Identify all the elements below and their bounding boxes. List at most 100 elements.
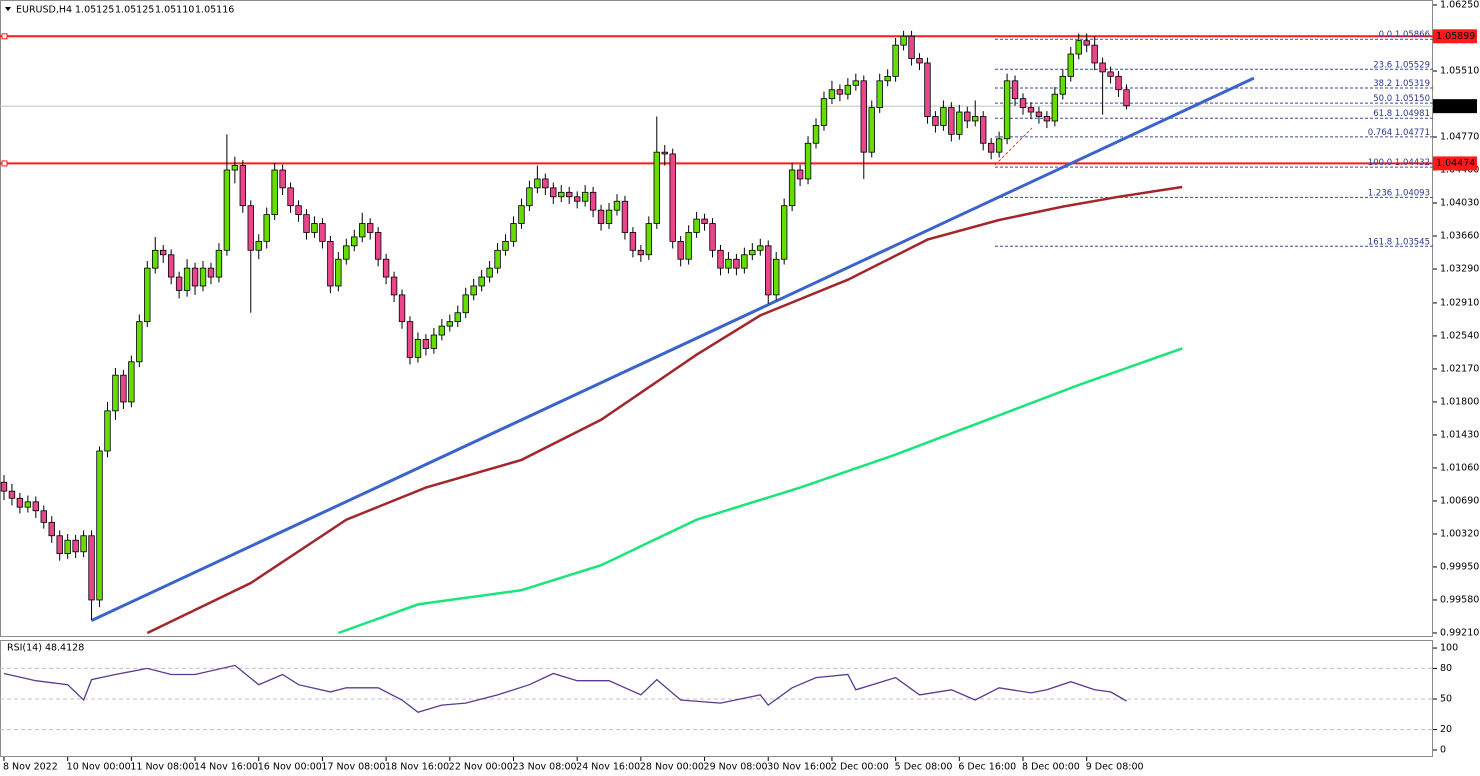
candle-body [303,214,310,233]
quote-value: 1.05125 [115,5,154,16]
candle-body [828,89,836,100]
candle-body [382,258,390,278]
rsi-tick-label: 20 [1440,724,1452,735]
candle-body [446,321,454,327]
candle-body [852,80,860,86]
candle-body [247,205,254,251]
candle-body [120,374,127,403]
candle-body [128,361,135,403]
candle-body [454,312,461,323]
candle-body [462,294,469,314]
candle-body [263,214,270,242]
candle-body [693,218,700,233]
candle-body [987,142,995,153]
candle-body [72,539,79,553]
x-tick-label: 30 Nov 16:00 [767,762,831,773]
candle-body [359,223,366,238]
candle-body [1011,80,1019,100]
fib-label: 50.0 1.05150 [1373,94,1430,104]
candle-body [948,107,955,135]
candle-body [136,321,143,363]
candle-body [335,258,342,287]
candle-body [605,209,613,224]
candle-body [271,169,278,216]
price-tag-label: 1.05899 [1436,31,1475,42]
fib-level: 61.8 [1373,109,1392,119]
fib-level: 50.0 [1373,94,1392,104]
candle-body [780,205,788,260]
fib-value: 1.05150 [1395,94,1430,104]
candle-body [319,223,326,242]
candle-body [32,501,40,512]
candle-body [255,240,262,251]
candle-body [175,276,183,291]
candle-body [430,334,438,349]
rsi-tick-label: 0 [1440,744,1446,755]
x-tick-label: 18 Nov 16:00 [385,762,449,773]
candle-body [287,187,294,207]
candle-body [207,267,215,278]
fib-level: 161.8 [1368,237,1392,247]
candle-body [733,258,740,269]
y-tick-label: 1.00320 [1440,528,1479,539]
symbol: EURUSD,H4 [16,5,72,16]
menu-arrow[interactable] [5,7,11,11]
line-series [146,185,1183,635]
candle-body [414,339,422,358]
candle-body [661,151,668,155]
candle-body [295,205,302,216]
candle-body [581,191,589,202]
candle-body [534,178,541,189]
candle-body [773,258,780,296]
candle-body [96,450,103,601]
price-tag [1433,156,1477,171]
candle-body [653,151,660,224]
candle-body [191,267,199,287]
candle-body [64,539,71,554]
candle-body [892,44,899,77]
y-tick-label: 1.05510 [1440,66,1479,77]
candle-body [613,200,621,211]
candle-body [629,232,637,251]
quote-value: 1.05125 [75,5,114,16]
candle-body [1067,53,1074,77]
candle-body [916,58,923,64]
candle-body [550,187,557,198]
candle-body [876,80,883,108]
candle-body [900,35,907,46]
candle-body [526,187,533,207]
candle-body [311,223,318,233]
candle-body [964,111,971,122]
y-tick-label: 1.01430 [1440,429,1479,440]
candle-body [406,321,414,358]
y-tick-label: 1.00690 [1440,495,1479,506]
candle-body [0,481,8,492]
candle-body [573,196,581,202]
candle-body [24,501,32,508]
y-tick-label: 1.02540 [1440,330,1479,341]
candle-body [717,249,724,269]
candle-body [199,267,207,287]
line-series [3,664,1127,714]
candle-body [757,245,764,251]
candle-body [597,209,605,224]
candle-body [804,142,812,180]
candle-body [112,374,119,412]
candle-body [438,325,446,336]
candle-body [645,223,653,256]
candle-body [152,249,159,269]
fib-label: 1.236 1.04093 [1368,188,1430,198]
candle-body [701,218,708,224]
y-tick-label: 1.04030 [1440,198,1479,209]
candle-body [621,200,629,233]
fib-label: 61.8 1.04981 [1373,109,1430,119]
x-tick-label: 5 Dec 08:00 [895,762,953,773]
candle-body [327,240,334,287]
candle-body [1051,93,1059,122]
fib-value: 1.03545 [1395,237,1430,247]
x-tick-label: 22 Nov 00:00 [449,762,513,773]
candle-body [820,98,828,126]
candle-body [478,276,485,287]
candle-body [144,267,151,323]
